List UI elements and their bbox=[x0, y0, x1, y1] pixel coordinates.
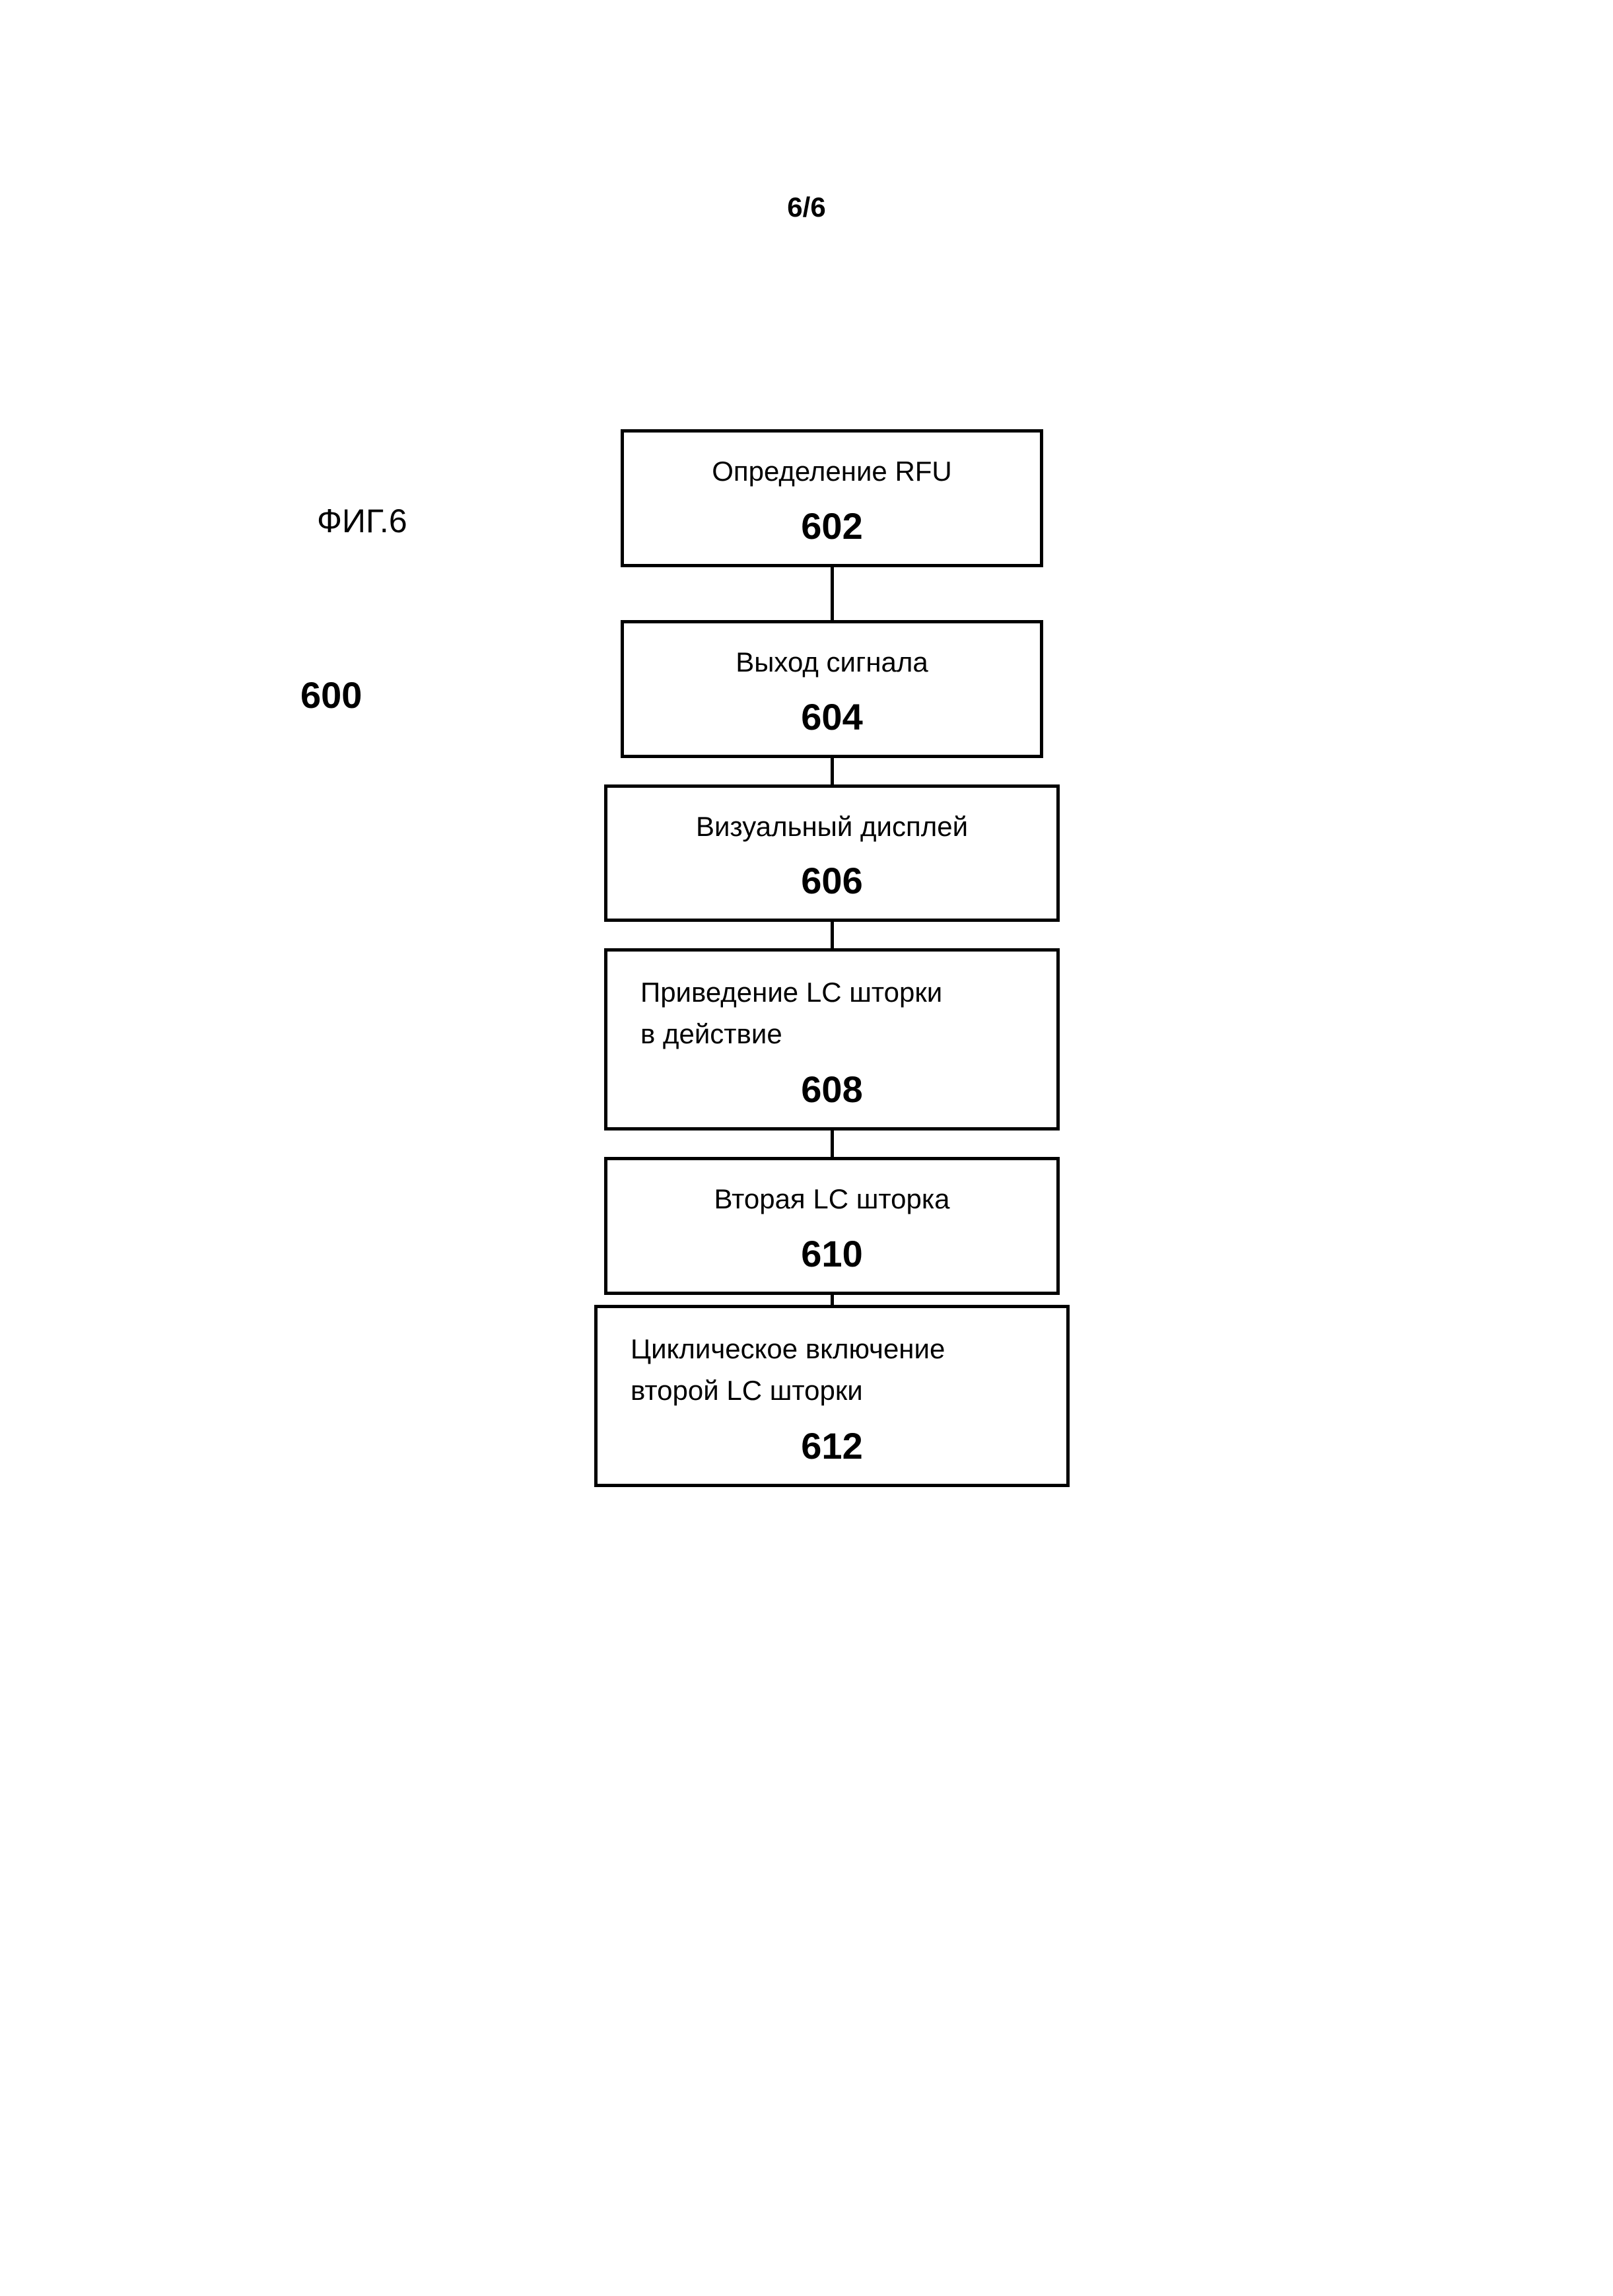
flowchart-box-label: Визуальный дисплей bbox=[621, 808, 1043, 847]
page-number: 6/6 bbox=[787, 191, 825, 223]
flowchart-box-608: Приведение LC шторкив действие 608 bbox=[604, 948, 1060, 1131]
flowchart-connector bbox=[831, 567, 834, 620]
flowchart-box-number: 606 bbox=[621, 859, 1043, 902]
flowchart-box-label: Определение RFU bbox=[637, 452, 1027, 491]
flowchart-box-label: Циклическое включениевторой LC шторки bbox=[611, 1328, 1053, 1411]
flowchart-box-602: Определение RFU 602 bbox=[621, 429, 1043, 567]
flowchart-box-label: Приведение LC шторкив действие bbox=[621, 971, 1043, 1055]
flowchart-box-number: 612 bbox=[611, 1424, 1053, 1467]
figure-label: ФИГ.6 bbox=[317, 502, 407, 540]
flowchart-box-number: 604 bbox=[637, 695, 1027, 738]
flowchart-box-label: Выход сигнала bbox=[637, 643, 1027, 682]
flowchart-box-604: Выход сигнала 604 bbox=[621, 620, 1043, 758]
flowchart-box-610: Вторая LC шторка 610 bbox=[604, 1157, 1060, 1295]
flowchart-box-612: Циклическое включениевторой LC шторки 612 bbox=[594, 1305, 1070, 1487]
flowchart-connector bbox=[831, 922, 834, 948]
flowchart-box-606: Визуальный дисплей 606 bbox=[604, 784, 1060, 922]
flowchart-box-number: 608 bbox=[621, 1068, 1043, 1111]
figure-reference-number: 600 bbox=[300, 674, 362, 716]
flowchart-connector bbox=[831, 758, 834, 784]
flowchart-connector bbox=[831, 1295, 834, 1305]
flowchart-box-label: Вторая LC шторка bbox=[621, 1180, 1043, 1219]
flowchart-box-number: 602 bbox=[637, 504, 1027, 547]
flowchart-container: Определение RFU 602 Выход сигнала 604 Визуал… bbox=[594, 429, 1070, 1487]
flowchart-box-number: 610 bbox=[621, 1232, 1043, 1275]
flowchart-connector bbox=[831, 1131, 834, 1157]
